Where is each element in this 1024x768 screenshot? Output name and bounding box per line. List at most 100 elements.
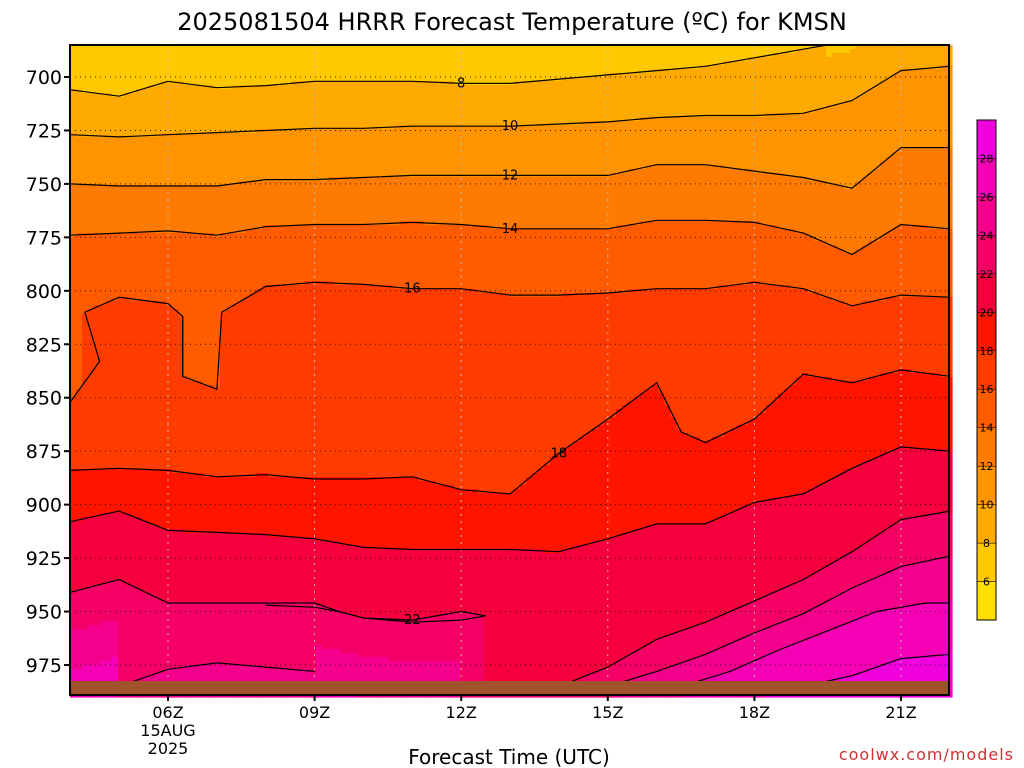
- contour-fill-cell: [238, 317, 245, 322]
- contour-fill-cell: [196, 241, 203, 246]
- contour-fill-cell: [190, 337, 197, 342]
- contour-fill-cell: [184, 569, 191, 574]
- contour-fill-cell: [148, 429, 155, 434]
- contour-fill-cell: [88, 93, 95, 98]
- contour-fill-cell: [124, 289, 131, 294]
- contour-fill-cell: [130, 117, 137, 122]
- contour-fill-cell: [172, 357, 179, 362]
- contour-fill-cell: [220, 581, 227, 586]
- contour-fill-cell: [82, 209, 89, 214]
- contour-fill-cell: [220, 337, 227, 342]
- contour-fill-cell: [142, 365, 149, 370]
- contour-fill-cell: [142, 497, 149, 502]
- contour-fill-cell: [166, 241, 173, 246]
- contour-fill-cell: [112, 377, 119, 382]
- contour-fill-cell: [160, 437, 167, 442]
- contour-fill-cell: [238, 361, 245, 366]
- contour-fill-cell: [166, 237, 173, 242]
- contour-fill-cell: [82, 521, 89, 526]
- contour-fill-cell: [106, 561, 113, 566]
- contour-fill-cell: [130, 349, 137, 354]
- contour-fill-cell: [124, 325, 131, 330]
- contour-fill-cell: [100, 105, 107, 110]
- contour-fill-cell: [202, 229, 209, 234]
- contour-fill-cell: [118, 497, 125, 502]
- contour-fill-cell: [100, 573, 107, 578]
- contour-fill-cell: [226, 133, 233, 138]
- contour-fill-cell: [118, 397, 125, 402]
- contour-fill-cell: [220, 113, 227, 118]
- contour-fill-cell: [184, 313, 191, 318]
- contour-fill-cell: [184, 597, 191, 602]
- contour-fill-cell: [178, 237, 185, 242]
- contour-fill-cell: [208, 665, 215, 670]
- contour-fill-cell: [82, 301, 89, 306]
- contour-fill-cell: [208, 449, 215, 454]
- contour-fill-cell: [244, 269, 251, 274]
- contour-fill-cell: [130, 533, 137, 538]
- contour-fill-cell: [214, 125, 221, 130]
- contour-fill-cell: [172, 593, 179, 598]
- contour-fill-cell: [94, 321, 101, 326]
- contour-fill-cell: [100, 381, 107, 386]
- contour-fill-cell: [166, 213, 173, 218]
- contour-fill-cell: [172, 201, 179, 206]
- contour-fill-cell: [94, 565, 101, 570]
- contour-fill-cell: [88, 101, 95, 106]
- contour-fill-cell: [244, 629, 251, 634]
- contour-fill-cell: [190, 205, 197, 210]
- contour-fill-cell: [196, 585, 203, 590]
- contour-fill-cell: [148, 501, 155, 506]
- contour-fill-cell: [184, 89, 191, 94]
- contour-fill-cell: [196, 237, 203, 242]
- contour-fill-cell: [124, 293, 131, 298]
- contour-fill-cell: [124, 381, 131, 386]
- contour-fill-cell: [214, 437, 221, 442]
- contour-fill-cell: [226, 301, 233, 306]
- contour-fill-cell: [208, 265, 215, 270]
- contour-fill-cell: [142, 525, 149, 530]
- contour-fill-cell: [220, 297, 227, 302]
- contour-fill-cell: [112, 261, 119, 266]
- contour-fill-cell: [112, 189, 119, 194]
- contour-fill-cell: [118, 661, 125, 666]
- contour-fill-cell: [214, 577, 221, 582]
- contour-fill-cell: [88, 281, 95, 286]
- contour-fill-cell: [232, 317, 239, 322]
- contour-fill-cell: [190, 457, 197, 462]
- contour-fill-cell: [190, 549, 197, 554]
- contour-fill-cell: [148, 177, 155, 182]
- contour-fill-cell: [136, 309, 143, 314]
- contour-fill-cell: [250, 65, 257, 70]
- contour-fill-cell: [82, 633, 89, 638]
- contour-fill-cell: [130, 389, 137, 394]
- contour-fill-cell: [244, 69, 251, 74]
- contour-fill-cell: [118, 589, 125, 594]
- contour-fill-cell: [124, 149, 131, 154]
- contour-fill-cell: [226, 53, 233, 58]
- contour-fill-cell: [214, 209, 221, 214]
- contour-fill-cell: [112, 153, 119, 158]
- contour-fill-cell: [202, 305, 209, 310]
- contour-fill-cell: [100, 149, 107, 154]
- contour-fill-cell: [226, 389, 233, 394]
- contour-fill-cell: [208, 529, 215, 534]
- contour-fill-cell: [100, 317, 107, 322]
- contour-fill-cell: [142, 173, 149, 178]
- contour-fill-cell: [130, 381, 137, 386]
- contour-fill-cell: [106, 501, 113, 506]
- contour-fill-cell: [184, 397, 191, 402]
- contour-fill-cell: [238, 309, 245, 314]
- contour-fill-cell: [208, 585, 215, 590]
- contour-fill-cell: [184, 97, 191, 102]
- contour-fill-cell: [82, 625, 89, 630]
- contour-fill-cell: [106, 173, 113, 178]
- contour-fill-cell: [136, 257, 143, 262]
- contour-fill-cell: [160, 149, 167, 154]
- contour-fill-cell: [106, 565, 113, 570]
- contour-fill-cell: [94, 401, 101, 406]
- contour-fill-cell: [130, 377, 137, 382]
- contour-fill-cell: [178, 613, 185, 618]
- contour-fill-cell: [130, 105, 137, 110]
- contour-fill-cell: [214, 497, 221, 502]
